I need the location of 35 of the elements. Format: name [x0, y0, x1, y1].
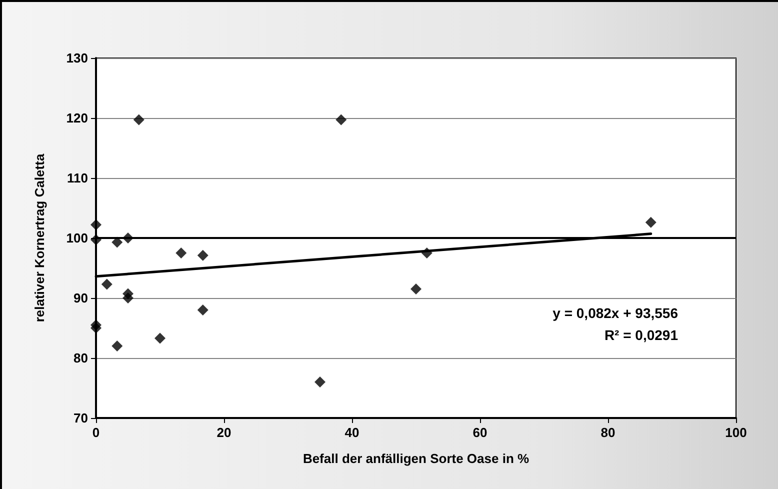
y-tick-label: 130 — [66, 50, 88, 66]
point — [122, 232, 134, 244]
point — [112, 340, 123, 352]
annotation: y = 0,082x + 93,556 — [552, 305, 678, 321]
x-tick-label: 60 — [472, 425, 488, 440]
y-tick-label: 100 — [66, 230, 88, 246]
point — [176, 248, 187, 258]
y-axis-title: relativer Kornertrag Caletta — [32, 153, 47, 322]
point — [336, 114, 347, 126]
point — [410, 284, 422, 294]
x-tick-label: 20 — [216, 425, 232, 440]
x-tick-label: 80 — [600, 425, 616, 440]
point — [197, 304, 208, 316]
x-tick-label: 100 — [725, 425, 747, 440]
x-tick-label: 0 — [92, 425, 100, 440]
point — [197, 250, 208, 261]
point — [112, 236, 123, 248]
y-tick-label: 90 — [74, 290, 88, 306]
point — [90, 234, 102, 246]
y-tick-label: 110 — [67, 170, 88, 186]
y-tick-label: 80 — [74, 350, 88, 366]
point — [645, 216, 656, 228]
x-axis-title: Befall der anfälligen Sorte Oase in % — [302, 451, 530, 466]
point — [90, 322, 102, 334]
point — [90, 219, 102, 230]
point — [154, 332, 166, 344]
point — [101, 278, 112, 290]
x-tick-label: 40 — [344, 425, 360, 440]
point — [314, 376, 326, 388]
point — [122, 292, 134, 304]
y-tick-label: 70 — [74, 410, 88, 426]
point — [133, 114, 144, 126]
annotation: R² = 0,0291 — [604, 327, 678, 343]
y-tick-label: 120 — [66, 110, 88, 126]
point — [421, 248, 432, 258]
